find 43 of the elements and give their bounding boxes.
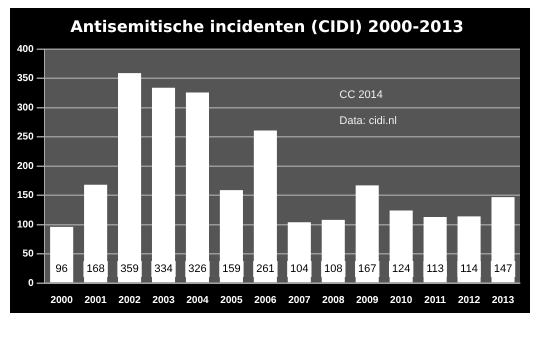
x-tick-label: 2006	[254, 294, 277, 306]
y-tick-label: 300	[16, 102, 34, 114]
y-tick-label: 250	[16, 132, 34, 143]
data-label: 113	[426, 263, 444, 276]
x-tick-label: 2011	[424, 294, 446, 306]
y-tick-label: 50	[22, 248, 34, 260]
data-label: 114	[460, 263, 478, 276]
data-label: 96	[56, 263, 68, 276]
data-label: 167	[358, 263, 376, 276]
annotation: Data: cidi.nl	[339, 115, 397, 128]
data-label: 147	[494, 263, 512, 276]
x-tick-label: 2008	[322, 294, 345, 306]
y-tick-label: 400	[16, 44, 34, 55]
x-tick-label: 2009	[356, 294, 379, 306]
y-tick-label: 100	[16, 219, 34, 230]
annotation: CC 2014	[339, 89, 383, 102]
x-tick-label: 2002	[118, 294, 142, 306]
bar	[152, 88, 176, 282]
data-label: 104	[290, 263, 308, 276]
x-tick-label: 2012	[458, 294, 481, 306]
x-tick-label: 2000	[50, 294, 74, 306]
bar	[118, 73, 142, 282]
y-tick-label: 0	[28, 278, 34, 289]
y-tick-label: 200	[16, 160, 34, 172]
data-label: 359	[120, 263, 139, 276]
x-tick-label: 2005	[220, 294, 243, 306]
data-label: 261	[256, 263, 275, 276]
x-tick-label: 2001	[84, 294, 108, 306]
data-label: 108	[324, 263, 342, 276]
x-tick-label: 2007	[288, 294, 311, 306]
data-label: 334	[154, 263, 173, 276]
x-tick-label: 2003	[152, 294, 176, 306]
x-tick-label: 2013	[492, 294, 515, 306]
data-label: 168	[86, 263, 105, 276]
chart-title: Antisemitische incidenten (CIDI) 2000-2013	[70, 16, 464, 36]
x-tick-label: 2010	[390, 294, 413, 306]
data-label: 159	[222, 263, 241, 276]
x-tick-label: 2004	[186, 294, 210, 306]
bar	[186, 92, 210, 282]
data-label: 326	[188, 263, 207, 276]
data-label: 124	[392, 263, 410, 276]
y-tick-label: 150	[16, 190, 34, 202]
y-tick-label: 350	[16, 73, 34, 84]
